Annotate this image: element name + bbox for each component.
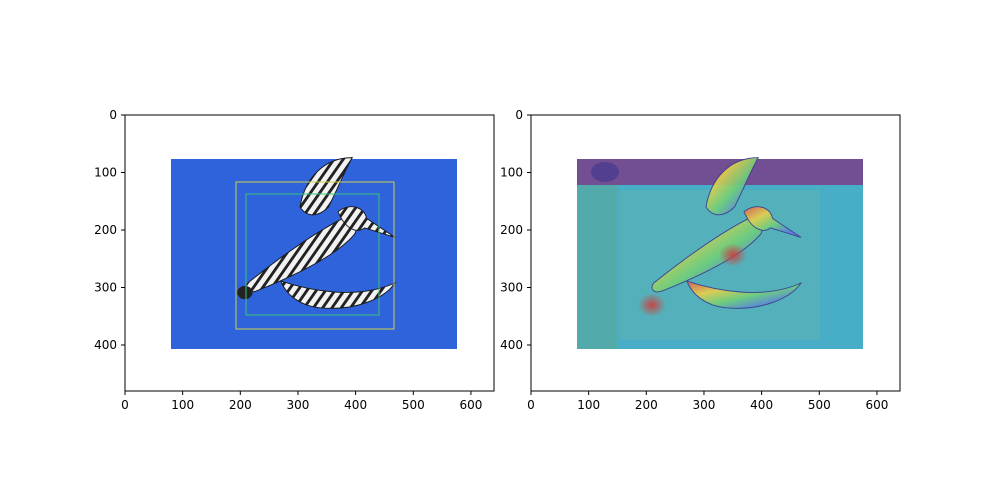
heatmap-hotspot-head [719,243,747,267]
x-tick-label: 0 [121,398,129,412]
axes-left-frame [124,114,495,392]
bbox-inner [245,193,380,316]
x-tick-label: 200 [229,398,252,412]
heatmap-hotspot-tail [638,293,666,317]
y-tick-label: 400 [500,338,523,352]
x-tick-label: 400 [344,398,367,412]
y-tick-label: 0 [515,108,523,122]
heatmap-dark-spot [591,162,619,182]
y-tick-label: 0 [109,108,117,122]
x-tick-label: 300 [287,398,310,412]
y-tick-label: 100 [94,166,117,180]
x-tick-label: 500 [808,398,831,412]
x-tick-label: 600 [865,398,888,412]
bbox-outer [235,181,395,330]
x-tick-label: 500 [402,398,425,412]
x-tick-label: 300 [693,398,716,412]
ticks-left: 0 100 200 300 400 500 600 0 100 200 300 400 [94,108,482,412]
x-tick-label: 0 [527,398,535,412]
x-tick-label: 200 [635,398,658,412]
y-tick-label: 100 [500,166,523,180]
ticks-right: 0 100 200 300 400 500 600 0 100 200 300 400 [500,108,888,412]
x-tick-label: 100 [577,398,600,412]
heatmap-side-left [577,185,617,349]
axes-right-frame [530,114,901,392]
x-tick-label: 600 [459,398,482,412]
y-tick-label: 300 [500,281,523,295]
bird-image [237,157,396,309]
y-tick-label: 300 [94,281,117,295]
x-tick-label: 100 [171,398,194,412]
y-tick-label: 400 [94,338,117,352]
panel-left: 0 100 200 300 400 500 600 0 100 200 300 400 [94,108,495,412]
y-tick-label: 200 [94,223,117,237]
y-tick-label: 200 [500,223,523,237]
panel-right: 0 100 200 300 400 500 600 0 100 200 300 400 [500,108,901,412]
x-tick-label: 400 [750,398,773,412]
